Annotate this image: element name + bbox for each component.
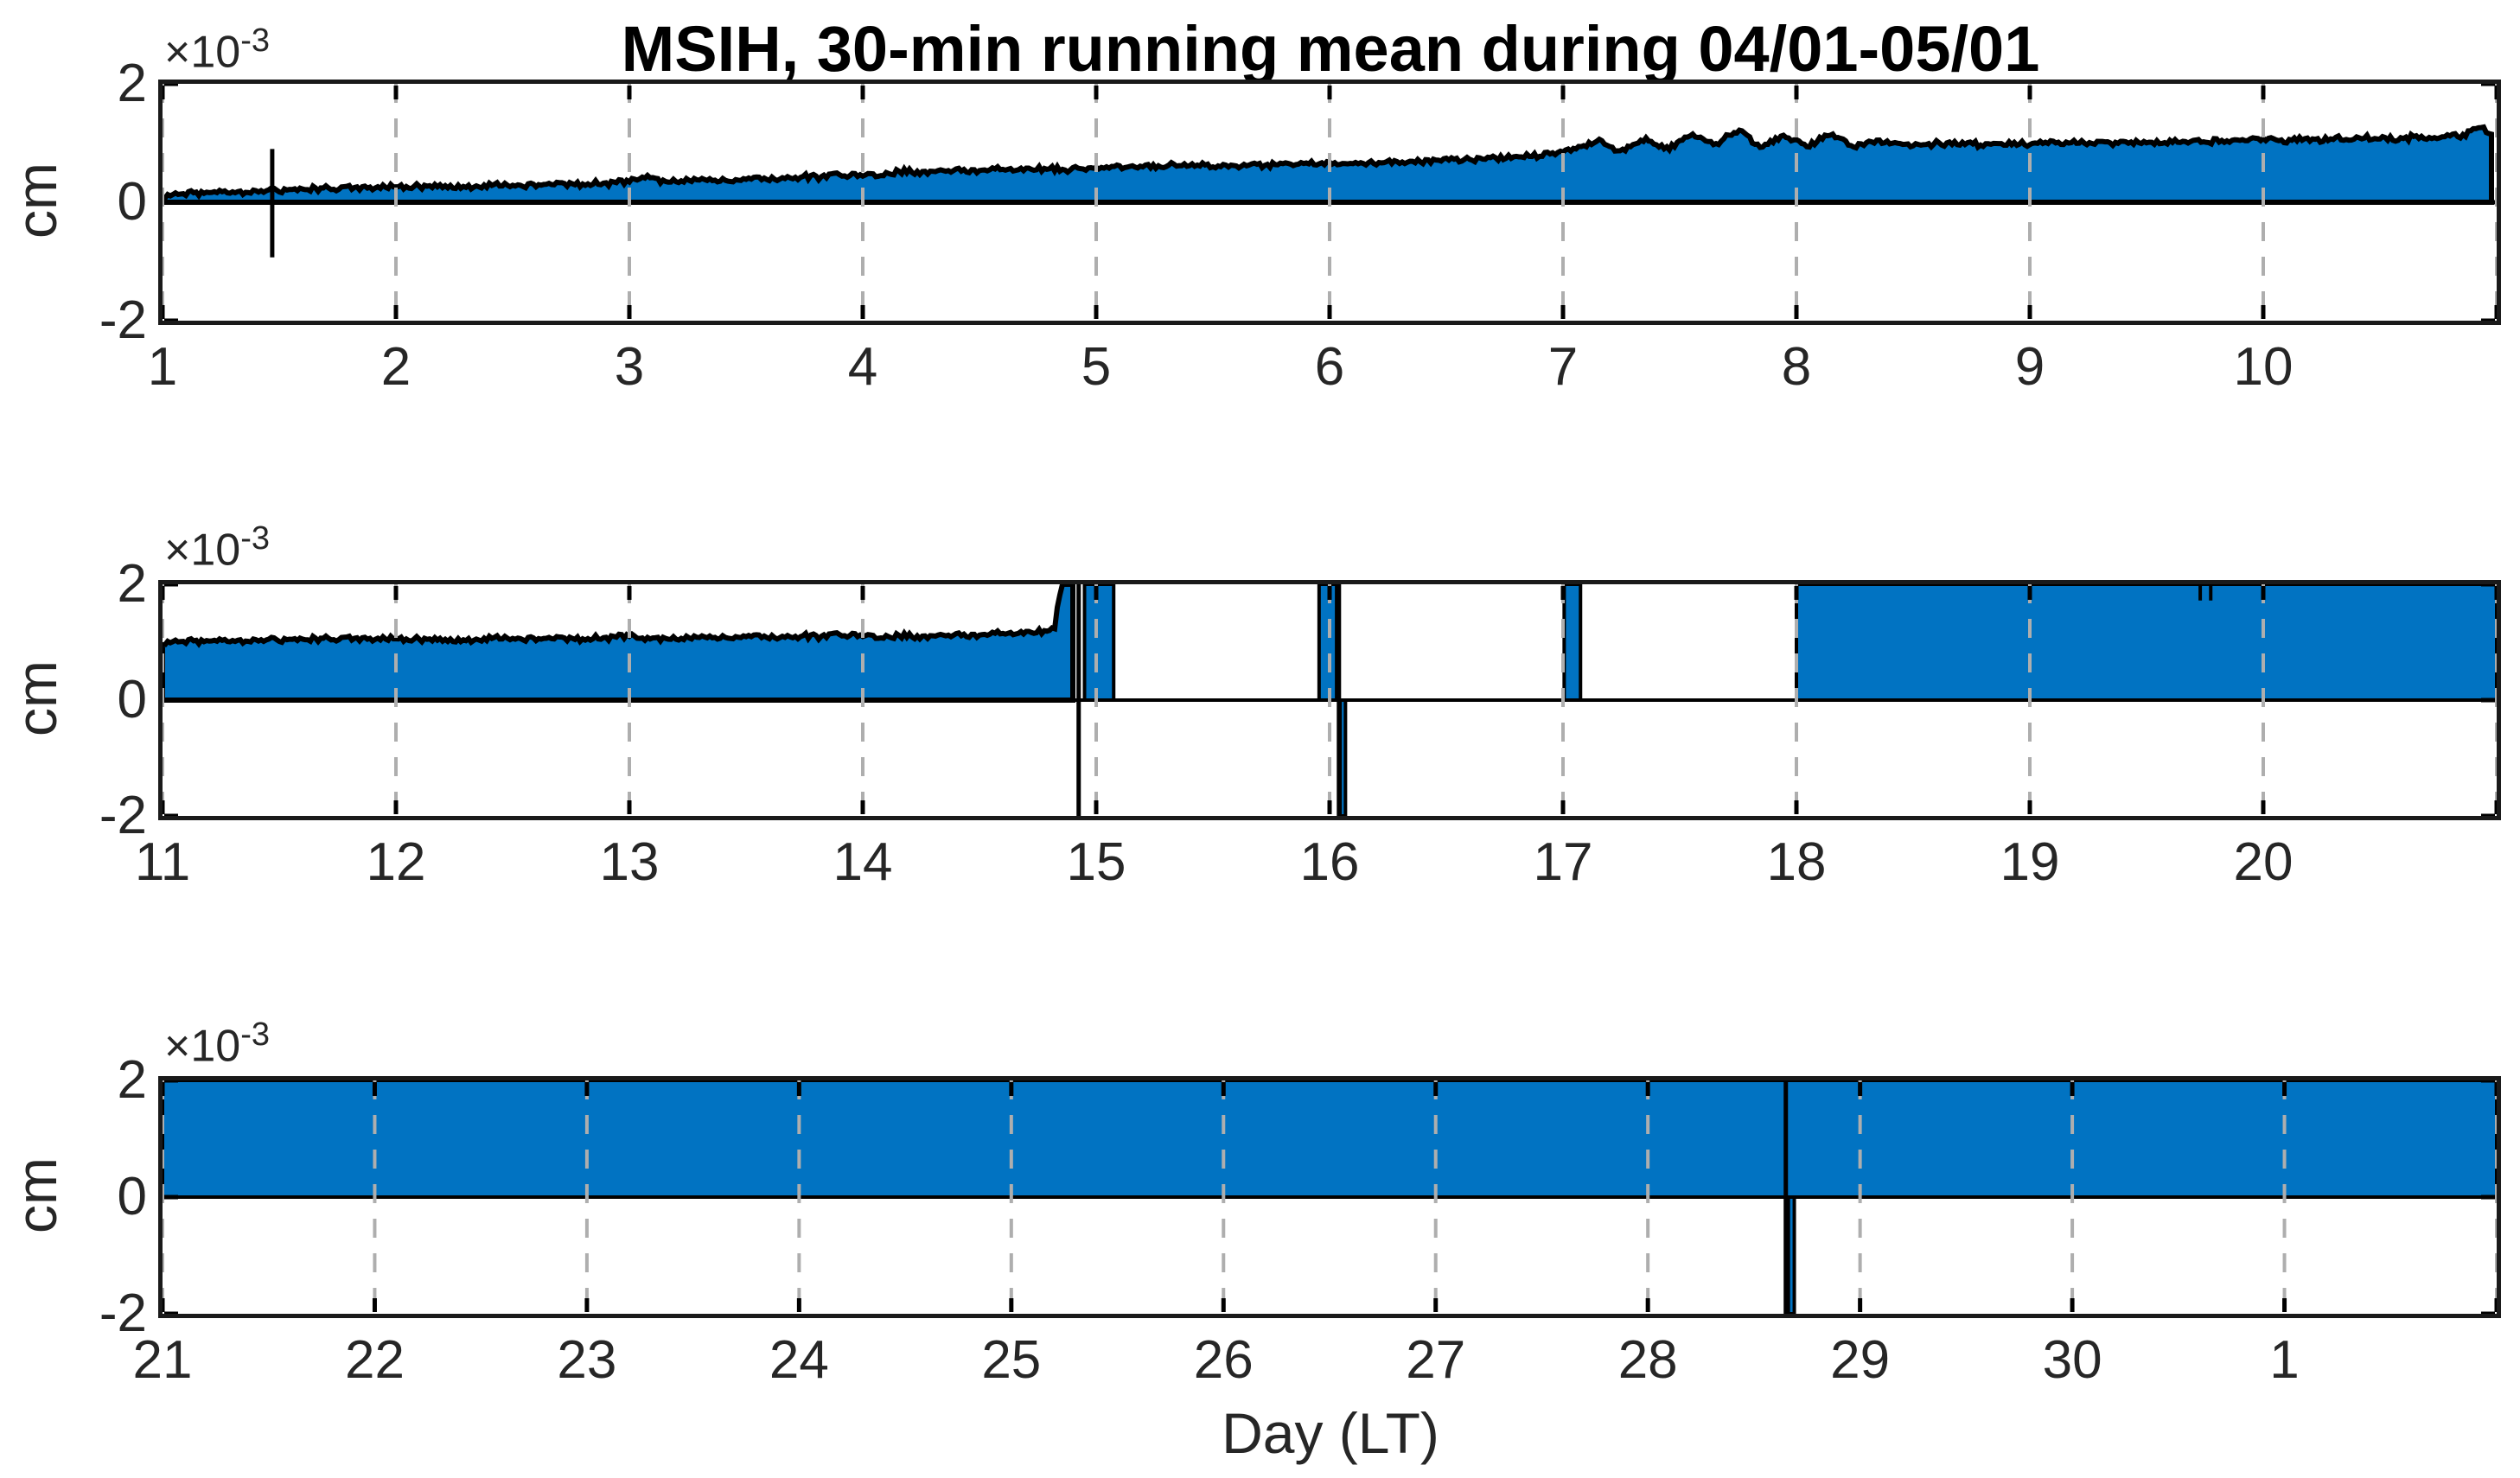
y-tick-label: 0 (117, 172, 147, 232)
y-axis-label: cm (4, 660, 68, 736)
x-tick-label: 29 (1830, 1330, 1891, 1390)
plot-area (163, 1080, 2497, 1314)
subplot-days-11-to-21 (158, 580, 2501, 820)
subplot-days-21-to-32 (158, 1076, 2501, 1318)
x-tick-label: 22 (344, 1330, 405, 1390)
x-tick-label: 24 (769, 1330, 829, 1390)
saturated-segment (163, 1080, 2497, 1199)
x-tick-label: 3 (614, 337, 645, 397)
y-tick-label: 0 (117, 1167, 147, 1226)
x-tick-label: 27 (1406, 1330, 1466, 1390)
x-tick-label: 9 (2014, 337, 2045, 397)
x-tick-label: 15 (1066, 832, 1126, 892)
plot-area (163, 84, 2497, 321)
y-axis-exponent-label: ×10-3 (164, 22, 271, 78)
x-tick-label: 10 (2233, 337, 2294, 397)
x-axis-label: Day (LT) (1222, 1401, 1439, 1465)
x-tick-label: 13 (599, 832, 660, 892)
x-tick-label: 19 (2000, 832, 2060, 892)
x-tick-label: 12 (366, 832, 426, 892)
x-tick-label: 14 (833, 832, 893, 892)
x-tick-label: 11 (134, 832, 191, 892)
x-tick-label: 16 (1299, 832, 1360, 892)
exponent-power: -3 (240, 22, 271, 59)
x-tick-label: 26 (1193, 1330, 1254, 1390)
x-tick-label: 8 (1781, 337, 1812, 397)
y-axis-label: cm (4, 162, 68, 239)
saturated-segment (1562, 584, 1583, 702)
area-fill (163, 584, 1073, 700)
x-tick-label: 1 (2269, 1330, 2300, 1390)
y-axis-exponent-label: ×10-3 (164, 1016, 271, 1072)
x-tick-label: 25 (981, 1330, 1042, 1390)
y-tick-label: -2 (99, 290, 147, 350)
x-tick-label: 18 (1766, 832, 1827, 892)
chart-title: MSIH, 30-min running mean during 04/01-0… (621, 13, 2040, 85)
x-tick-label: 20 (2233, 832, 2294, 892)
x-tick-label: 23 (557, 1330, 617, 1390)
x-tick-label: 4 (847, 337, 878, 397)
y-tick-label: 2 (117, 1050, 147, 1110)
x-tick-label: 30 (2042, 1330, 2102, 1390)
subplot-days-1-to-11 (158, 80, 2501, 325)
envelope-line (163, 584, 1075, 703)
exponent-power: -3 (240, 1016, 271, 1053)
y-tick-label: -2 (99, 1284, 147, 1343)
saturated-segment (1317, 584, 1339, 702)
x-tick-label: 17 (1533, 832, 1593, 892)
y-tick-label: 2 (117, 54, 147, 113)
x-tick-label: 1 (147, 337, 178, 397)
y-tick-label: -2 (99, 786, 147, 845)
x-tick-label: 2 (380, 337, 411, 397)
saturated-segment (1795, 584, 2497, 702)
x-tick-label: 5 (1081, 337, 1112, 397)
saturated-segment (1082, 584, 1116, 702)
y-axis-label: cm (4, 1157, 68, 1233)
exponent-power: -3 (240, 520, 271, 557)
y-tick-label: 0 (117, 670, 147, 729)
negative-segment (1786, 1195, 1796, 1314)
y-tick-label: 2 (117, 554, 147, 614)
x-tick-label: 28 (1617, 1330, 1678, 1390)
y-axis-exponent-label: ×10-3 (164, 520, 271, 576)
plot-area (163, 584, 2497, 816)
x-tick-label: 6 (1314, 337, 1345, 397)
x-tick-label: 7 (1547, 337, 1579, 397)
x-tick-label: 21 (132, 1330, 193, 1390)
